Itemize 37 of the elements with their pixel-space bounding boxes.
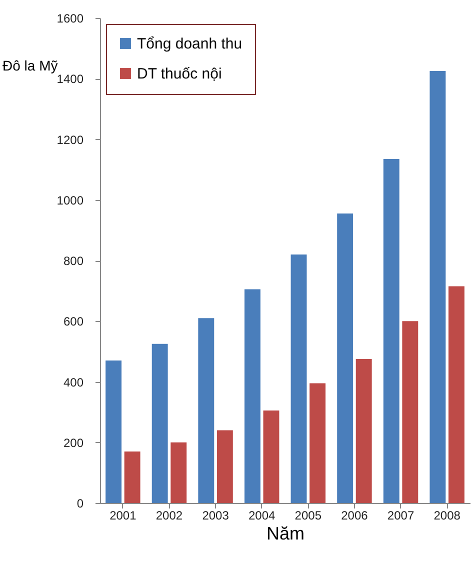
y-tick-label: 1000 (56, 193, 84, 208)
legend-label: DT thuốc nội (137, 66, 222, 82)
bar (290, 254, 307, 503)
bar (402, 321, 418, 503)
y-tick-label: 1600 (56, 12, 84, 26)
x-tick-label: 2002 (156, 508, 183, 522)
bar (383, 158, 400, 503)
bar (216, 430, 233, 503)
x-tick-label: 2006 (341, 508, 368, 522)
bar (152, 344, 168, 503)
bar (106, 360, 122, 503)
legend-label: Tổng doanh thu (137, 36, 242, 52)
x-tick-label: 2004 (248, 508, 276, 522)
x-tick-label: 2008 (434, 508, 461, 522)
bar (448, 286, 464, 503)
bar (263, 410, 280, 503)
bar (337, 214, 354, 503)
x-axis-title: Năm (266, 524, 305, 544)
bar (124, 451, 140, 503)
y-tick-label: 400 (63, 375, 84, 390)
y-tick-label: 1200 (56, 132, 84, 147)
y-tick-label: 1400 (56, 72, 84, 86)
y-axis-title: Đô la Mỹ (2, 58, 58, 74)
bar (430, 71, 446, 503)
bar (310, 383, 326, 503)
y-tick-label: 200 (63, 436, 84, 450)
bar (198, 318, 214, 503)
bar (170, 442, 187, 503)
bar (356, 359, 372, 503)
y-tick-label: 600 (63, 314, 84, 329)
y-tick-label: 800 (63, 254, 84, 268)
x-tick-label: 2005 (294, 508, 322, 522)
bar (244, 289, 260, 503)
y-tick-label: 0 (76, 496, 84, 510)
x-tick-label: 2007 (387, 508, 414, 522)
x-tick-label: 2001 (110, 508, 137, 522)
x-tick-label: 2003 (202, 508, 230, 522)
